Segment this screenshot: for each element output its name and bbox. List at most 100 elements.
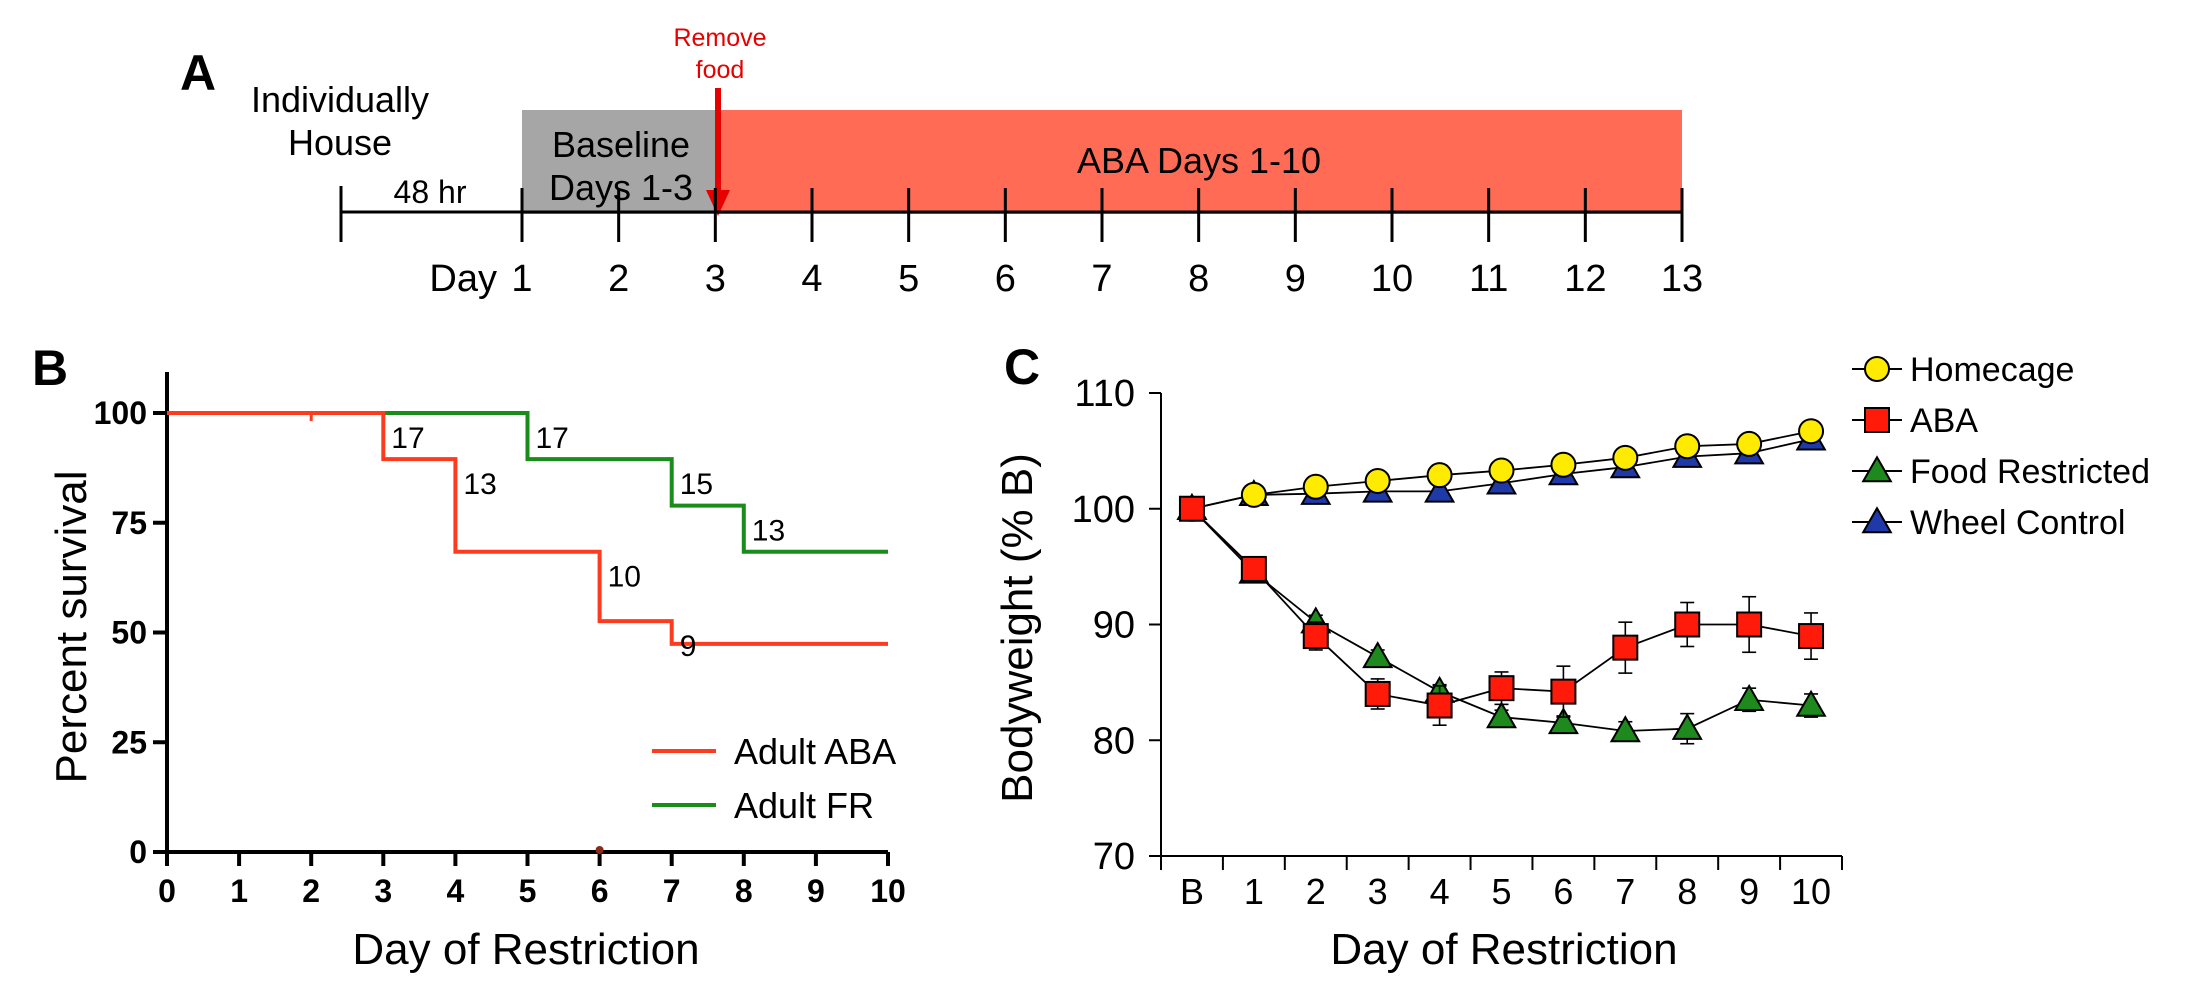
panel-b-y-tick-label: 100	[94, 395, 147, 431]
panel-b-legend-label-adult-aba: Adult ABA	[734, 731, 896, 772]
remove-food-label-line1: Remove	[673, 24, 766, 52]
panel-b-y-tick-label: 50	[111, 615, 147, 651]
panel-b-x-tick-label: 6	[591, 873, 609, 909]
panel-c-legend-marker-homecage	[1864, 356, 1890, 382]
panel-c-x-tick-label: 5	[1491, 871, 1511, 912]
panel-c-legend-marker-food-restricted	[1861, 455, 1893, 483]
panel-b-x-axis-label: Day of Restriction	[352, 925, 699, 974]
panel-c-point-homecage	[1302, 473, 1329, 500]
panel-b-x-tick-label: 10	[870, 873, 906, 909]
panel-c-point-food-restricted	[1485, 701, 1518, 729]
panel-c-point-aba	[1674, 611, 1701, 638]
panel-c-letter: C	[1004, 339, 1040, 395]
timeline-day-label-5: 5	[898, 258, 919, 300]
panel-c-x-tick-label: 10	[1791, 871, 1831, 912]
timeline-day-label-8: 8	[1188, 258, 1209, 300]
panel-b-x-tick-label: 4	[447, 873, 465, 909]
panel-c-legend-marker-wheel-control	[1861, 506, 1893, 534]
panel-c-point-homecage	[1612, 444, 1639, 471]
panel-b-y-tick-label: 75	[111, 505, 147, 541]
panel-b-legend-label-adult-fr: Adult FR	[734, 785, 874, 826]
panel-c-series-aba	[1178, 495, 1825, 727]
panel-b-line-adult-fr	[167, 411, 888, 554]
panel-b-at-risk-label: 10	[608, 561, 641, 594]
gap-48hr-label: 48 hr	[394, 174, 467, 210]
day-word-label: Day	[429, 258, 497, 300]
panel-c-point-aba	[1302, 623, 1329, 650]
panel-c-y-tick-label: 70	[1093, 836, 1135, 878]
panel-c-x-tick-label: 2	[1306, 871, 1326, 912]
panel-c-x-tick-label: B	[1180, 871, 1204, 912]
panel-c-x-tick-label: 1	[1244, 871, 1264, 912]
panel-c-series-homecage	[1178, 418, 1825, 522]
panel-b-legend: Adult ABA Adult FR	[652, 731, 896, 826]
panel-c-bodyweight-chart: C Bodyweight (% B) Day of Restriction 70…	[993, 339, 2150, 974]
panel-c-point-aba	[1736, 611, 1763, 638]
panel-b-series: 17 15 13 17 13 10 9	[167, 411, 888, 854]
remove-food-arrow-head	[706, 190, 730, 216]
panel-c-point-homecage	[1364, 467, 1391, 494]
panel-c-point-homecage	[1426, 462, 1453, 489]
panel-c-point-aba	[1612, 634, 1639, 661]
panel-b-x-tick-label: 5	[519, 873, 537, 909]
baseline-label-line1: Baseline	[552, 124, 690, 165]
panel-c-point-aba	[1364, 680, 1391, 707]
panel-b-line-adult-aba	[167, 411, 888, 646]
panel-c-y-tick-label: 100	[1072, 489, 1135, 531]
panel-c-legend-label-food-restricted: Food Restricted	[1910, 453, 2150, 491]
panel-c-legend-label-wheel-control: Wheel Control	[1910, 504, 2125, 542]
timeline-day-label-6: 6	[995, 258, 1016, 300]
timeline-day-label-9: 9	[1285, 258, 1306, 300]
panel-b-x-tick-label: 8	[735, 873, 753, 909]
timeline-day-label-2: 2	[608, 258, 629, 300]
panel-b-x-tick-label: 0	[158, 873, 176, 909]
panel-c-legend-label-homecage: Homecage	[1910, 351, 2074, 389]
panel-b-axes: 0 25 50 75 100 0 1 2 3 4 5 6 7 8 9 10	[94, 372, 906, 909]
panel-b-survival-chart: B Percent survival Day of Restriction 0 2…	[32, 340, 906, 974]
panel-c-point-food-restricted	[1609, 715, 1641, 743]
panel-b-censor-mark	[595, 846, 604, 854]
timeline-day-label-3: 3	[705, 258, 726, 300]
panel-c-x-tick-label: 9	[1739, 871, 1759, 912]
panel-b-at-risk-label: 17	[536, 422, 569, 455]
panel-c-point-homecage	[1240, 481, 1267, 508]
panel-c-y-axis-label: Bodyweight (% B)	[993, 453, 1042, 803]
panel-a-letter: A	[180, 45, 216, 101]
timeline-day-ticks: 1 2 3 4 5 6 7 8 9 10 11 12 13	[511, 188, 1703, 300]
timeline-day-label-4: 4	[801, 258, 822, 300]
panel-b-at-risk-label: 13	[752, 515, 785, 548]
panel-c-point-homecage	[1488, 457, 1515, 484]
timeline-day-label-1: 1	[511, 258, 532, 300]
panel-c-x-tick-label: 7	[1615, 871, 1635, 912]
panel-c-point-aba	[1550, 678, 1577, 705]
panel-c-point-wheel-control	[1424, 475, 1456, 503]
panel-c-point-homecage	[1674, 433, 1701, 460]
panel-c-series-food-restricted	[1176, 492, 1827, 745]
timeline-day-label-7: 7	[1091, 258, 1112, 300]
panel-c-x-tick-label: 3	[1368, 871, 1388, 912]
panel-b-at-risk-label: 15	[680, 468, 713, 501]
panel-c-series	[1176, 418, 1827, 745]
panel-b-x-tick-label: 1	[230, 873, 248, 909]
panel-c-legend-label-aba: ABA	[1910, 402, 1978, 440]
panel-b-x-tick-label: 7	[663, 873, 681, 909]
panel-b-at-risk-label: 13	[463, 468, 496, 501]
panel-c-point-food-restricted	[1547, 707, 1579, 735]
timeline-day-label-10: 10	[1371, 258, 1413, 300]
panel-c-point-aba	[1798, 623, 1825, 650]
panel-c-point-food-restricted	[1362, 641, 1394, 669]
panel-b-x-tick-label: 2	[302, 873, 320, 909]
panel-c-point-aba	[1426, 692, 1453, 719]
panel-c-point-aba	[1488, 675, 1515, 702]
timeline-day-label-13: 13	[1661, 258, 1703, 300]
panel-b-y-tick-label: 0	[129, 834, 147, 870]
panel-c-point-food-restricted	[1795, 689, 1827, 717]
panel-b-y-axis-label: Percent survival	[47, 470, 96, 783]
aba-days-label: ABA Days 1-10	[1077, 140, 1321, 181]
panel-c-x-tick-label: 8	[1677, 871, 1697, 912]
panel-c-point-aba	[1240, 555, 1267, 582]
panel-b-at-risk-label: 9	[680, 630, 697, 663]
individually-house-label-line2: House	[288, 122, 392, 163]
timeline-day-label-12: 12	[1564, 258, 1606, 300]
